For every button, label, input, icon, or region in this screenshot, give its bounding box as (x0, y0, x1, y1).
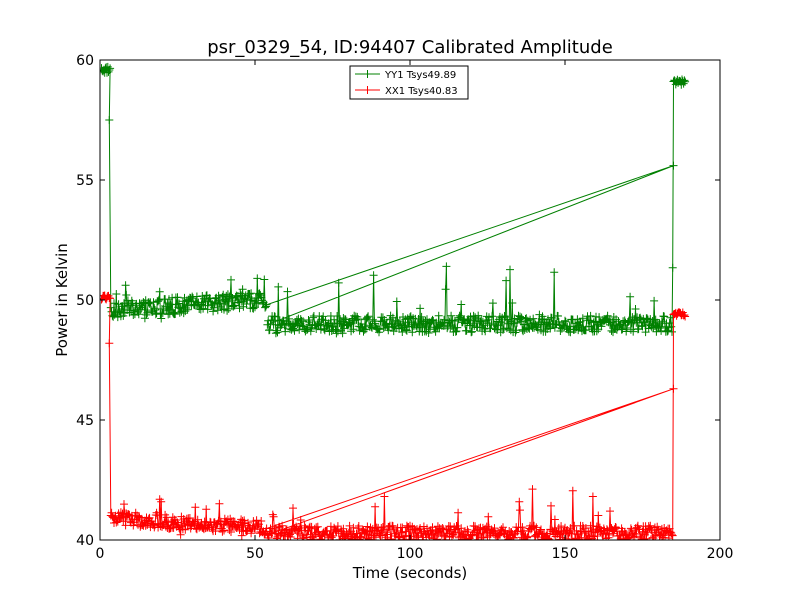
ticks-layer: 0 50 100 150 200 40 45 50 55 60 (76, 53, 733, 562)
x-tick-label: 50 (246, 546, 264, 562)
legend: YY1 Tsys49.89 XX1 Tsys40.83 (349, 65, 469, 100)
series-layer (100, 62, 690, 540)
x-tick-label: 150 (552, 546, 579, 562)
legend-box (349, 65, 469, 100)
legend-label-xx1: XX1 Tsys40.83 (385, 86, 458, 97)
series-1 (100, 291, 690, 540)
legend-marker-yy1 (363, 70, 372, 78)
y-tick-label: 55 (76, 173, 94, 189)
series-markers-0 (100, 62, 690, 338)
y-tick-label: 50 (76, 293, 94, 309)
y-tick-label: 60 (76, 53, 94, 69)
series-0 (100, 62, 690, 338)
x-tick-label: 100 (397, 546, 424, 562)
y-tick-label: 40 (76, 533, 94, 549)
x-tick-label: 0 (96, 546, 105, 562)
legend-marker-xx1 (363, 86, 372, 94)
legend-label-yy1: YY1 Tsys49.89 (384, 70, 456, 81)
chart-title: psr_0329_54, ID:94407 Calibrated Amplitu… (207, 37, 613, 58)
x-tick-label: 200 (707, 546, 734, 562)
y-axis-label: Power in Kelvin (53, 243, 71, 357)
y-tick-label: 45 (76, 413, 94, 429)
x-axis-label: Time (seconds) (352, 564, 468, 582)
